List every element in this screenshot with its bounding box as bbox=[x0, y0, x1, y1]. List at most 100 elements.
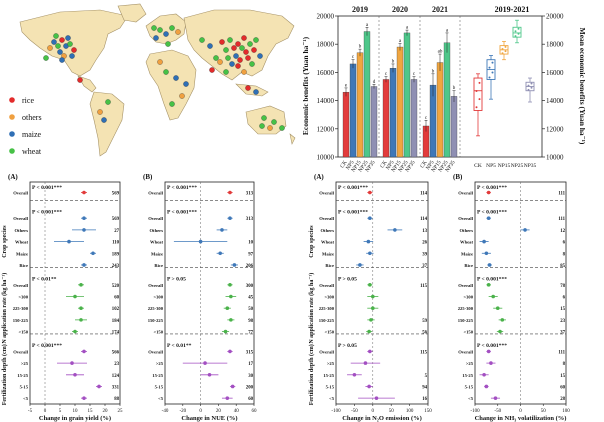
bar bbox=[382, 79, 390, 158]
effect-point bbox=[495, 306, 500, 310]
box-point bbox=[491, 61, 494, 64]
sample-count: 569 bbox=[112, 217, 120, 222]
y2-tick-label: 16000 bbox=[546, 69, 564, 77]
effect-point bbox=[368, 190, 372, 195]
effect-point bbox=[487, 263, 492, 267]
row-label: <5 bbox=[329, 396, 335, 401]
row-label: <5 bbox=[23, 396, 29, 401]
sample-count: 115 bbox=[420, 284, 428, 289]
y2-tick-label: 18000 bbox=[546, 41, 564, 49]
row-label: >25 bbox=[21, 361, 29, 366]
site-point bbox=[209, 67, 215, 73]
legend-marker-maize bbox=[9, 131, 15, 137]
sample-count: 331 bbox=[112, 385, 120, 390]
p-value: P < 0.001*** bbox=[477, 185, 507, 191]
box-point bbox=[488, 76, 491, 79]
continent-new-zealand bbox=[289, 133, 296, 145]
row-label: 150-225 bbox=[319, 318, 335, 323]
sample-count: 313 bbox=[246, 217, 254, 222]
box-point bbox=[514, 35, 517, 38]
x-axis-label: Change in NH₃ volatilization (%) bbox=[475, 415, 567, 422]
site-point bbox=[157, 27, 163, 33]
x-tick-label: 100 bbox=[406, 409, 414, 414]
year-label: 2021 bbox=[432, 5, 448, 14]
effect-point bbox=[352, 372, 357, 377]
effect-point bbox=[229, 294, 233, 299]
effect-point bbox=[73, 329, 77, 334]
x-tick-label: CK bbox=[419, 160, 428, 170]
sample-count: 124 bbox=[112, 374, 120, 379]
row-label: 150-225 bbox=[458, 318, 474, 323]
legend-label-wheat: wheat bbox=[22, 147, 42, 156]
site-point bbox=[227, 37, 233, 43]
x-tick-label: 50 bbox=[541, 409, 547, 414]
significance-letter: b bbox=[392, 59, 395, 64]
sample-count: 98 bbox=[248, 319, 253, 324]
row-label: Rice bbox=[19, 263, 28, 268]
y2-tick-label: 14000 bbox=[546, 97, 564, 105]
sample-count: 39 bbox=[422, 252, 427, 257]
sample-count: 28 bbox=[560, 397, 565, 402]
x-tick-label: -50 bbox=[494, 409, 501, 414]
significance-letter: c bbox=[385, 72, 388, 77]
row-label: <150 bbox=[463, 330, 473, 335]
effect-point bbox=[225, 396, 230, 400]
site-point bbox=[233, 53, 239, 59]
sample-count: 206 bbox=[246, 264, 254, 269]
site-point bbox=[239, 45, 245, 51]
section-label: N application rate (kg ha⁻¹) bbox=[1, 273, 8, 344]
legend-marker-others bbox=[9, 114, 15, 120]
row-label: Wheat bbox=[150, 240, 163, 245]
effect-point bbox=[225, 306, 230, 310]
p-value: P < 0.01** bbox=[167, 343, 192, 349]
row-label: 15-25 bbox=[17, 373, 28, 378]
p-value: P < 0.001*** bbox=[32, 210, 62, 216]
box-x-label: NP5 bbox=[486, 163, 496, 169]
effect-point bbox=[367, 384, 371, 389]
sample-count: 6 bbox=[563, 241, 566, 246]
effect-point bbox=[82, 190, 86, 195]
effect-point bbox=[223, 329, 228, 334]
section-label-right: N application rate (kg ha⁻¹) bbox=[308, 273, 315, 344]
x-tick-label: -100 bbox=[331, 409, 341, 414]
y-tick-label: 18000 bbox=[317, 41, 335, 49]
row-label: >300 bbox=[324, 295, 334, 300]
significance-letter: e bbox=[345, 83, 348, 88]
row-label: Overall bbox=[148, 283, 164, 288]
site-point bbox=[53, 33, 59, 39]
x-tick-label: -40 bbox=[162, 409, 169, 414]
box-point bbox=[501, 52, 504, 55]
bar bbox=[410, 79, 418, 158]
site-point bbox=[213, 55, 219, 61]
sample-count: 12 bbox=[560, 229, 565, 234]
site-point bbox=[207, 43, 213, 49]
bar bbox=[389, 68, 397, 158]
bar bbox=[342, 91, 350, 158]
row-label: 150-225 bbox=[13, 318, 29, 323]
box-point bbox=[514, 30, 517, 33]
row-label: >25 bbox=[466, 361, 474, 366]
p-value: P < 0.001*** bbox=[338, 185, 368, 191]
row-label: Overall bbox=[13, 283, 29, 288]
row-label: <150 bbox=[153, 330, 163, 335]
row-label: Maize bbox=[322, 251, 334, 256]
sample-count: 114 bbox=[420, 192, 428, 197]
row-label: Overall bbox=[13, 216, 29, 221]
p-value: P < 0.01** bbox=[32, 276, 57, 282]
x-tick-label: 0 bbox=[372, 409, 375, 414]
sample-count: 27 bbox=[114, 229, 119, 234]
box-point bbox=[491, 71, 494, 74]
sample-count: 115 bbox=[420, 350, 428, 355]
site-point bbox=[43, 55, 49, 61]
effect-point bbox=[82, 349, 86, 354]
sample-count: 88 bbox=[114, 397, 119, 402]
p-value: P > 0.05 bbox=[338, 343, 357, 349]
effect-point bbox=[491, 294, 496, 299]
sample-count: 114 bbox=[420, 217, 428, 222]
row-label: Others bbox=[14, 228, 28, 233]
row-label: >300 bbox=[463, 295, 473, 300]
x-tick-label: 5 bbox=[59, 409, 62, 414]
bar bbox=[403, 32, 411, 158]
box-point bbox=[517, 32, 520, 35]
site-point bbox=[261, 115, 267, 121]
